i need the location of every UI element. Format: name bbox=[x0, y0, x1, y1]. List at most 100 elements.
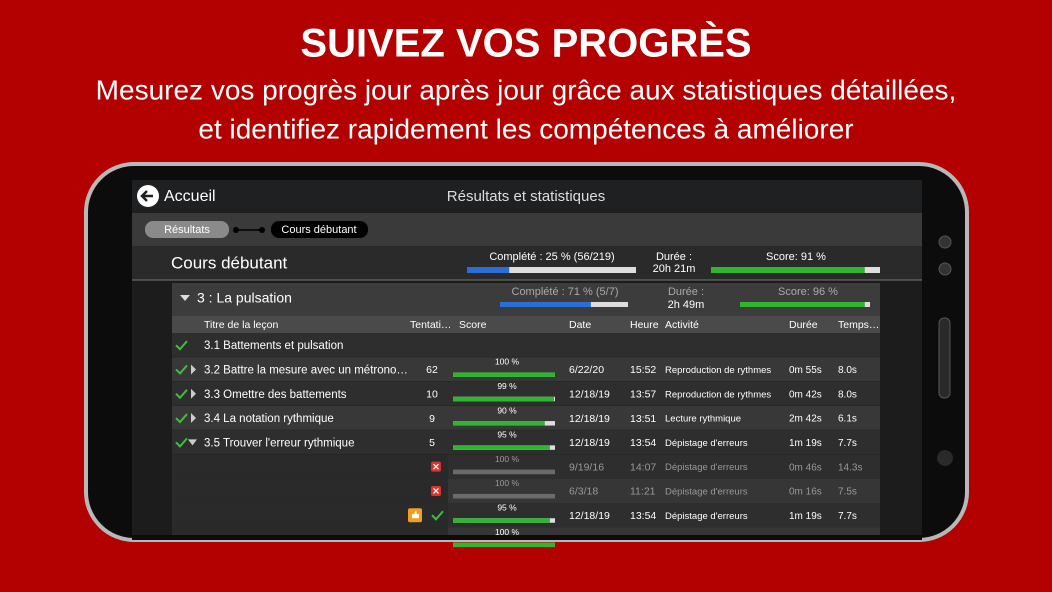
cell-attempts: 5 bbox=[429, 437, 435, 449]
home-button bbox=[937, 450, 953, 466]
lesson-title[interactable]: 3.4 La notation rythmique bbox=[204, 413, 334, 425]
cell-time: 13:51 bbox=[630, 413, 656, 425]
subtitle: et identifiez rapidement les compétences… bbox=[198, 113, 853, 144]
cell-date: 12/18/19 bbox=[569, 510, 610, 522]
cell-time: 11:21 bbox=[630, 486, 656, 498]
cell-avg-time: 7.5s bbox=[838, 487, 857, 498]
expand-icon[interactable] bbox=[180, 295, 190, 301]
progress-track bbox=[467, 267, 636, 273]
score-label: 95 % bbox=[497, 503, 517, 513]
cell-time: 13:57 bbox=[630, 389, 656, 401]
check-icon bbox=[175, 389, 188, 400]
expand-icon[interactable] bbox=[188, 439, 197, 446]
column-header[interactable]: Heure bbox=[630, 319, 659, 331]
lesson-row[interactable] bbox=[172, 381, 880, 406]
back-arrow bbox=[140, 190, 153, 202]
best-badge-icon bbox=[412, 510, 419, 519]
cell-attempts: 9 bbox=[429, 413, 435, 425]
cell-date: 6/3/18 bbox=[569, 486, 598, 498]
progress-fill bbox=[453, 493, 555, 499]
lesson-title[interactable]: 3.5 Trouver l'erreur rythmique bbox=[204, 437, 354, 449]
column-header[interactable]: Tentati… bbox=[410, 319, 451, 331]
lesson-row[interactable] bbox=[172, 357, 880, 382]
score-label: 100 % bbox=[495, 478, 520, 488]
fail-cross bbox=[433, 487, 439, 494]
lesson-title[interactable]: 3.1 Battements et pulsation bbox=[204, 340, 343, 352]
breadcrumb-item[interactable]: Cours débutant bbox=[281, 224, 356, 236]
expand-icon[interactable] bbox=[191, 388, 196, 399]
score-label: 100 % bbox=[495, 357, 520, 367]
score-label: 90 % bbox=[497, 405, 517, 415]
screen-title: Résultats et statistiques bbox=[447, 188, 605, 205]
cell-duration: 0m 55s bbox=[789, 365, 822, 376]
progress-fill bbox=[453, 469, 555, 475]
back-label[interactable]: Accueil bbox=[164, 188, 216, 205]
attempt-row-detail bbox=[448, 454, 880, 479]
cell-attempts: 62 bbox=[426, 364, 438, 376]
lesson-row[interactable] bbox=[172, 430, 880, 455]
check-icon bbox=[175, 437, 188, 448]
table-header bbox=[172, 316, 880, 333]
column-header[interactable]: Date bbox=[569, 319, 591, 331]
breadcrumb-dot bbox=[233, 227, 239, 233]
course-duration: 20h 21m bbox=[653, 263, 696, 275]
cell-time: 13:54 bbox=[630, 437, 656, 449]
section-duration-label: Durée : bbox=[668, 286, 704, 298]
column-header[interactable]: Titre de la leçon bbox=[204, 319, 278, 331]
attempt-row-detail bbox=[448, 503, 880, 528]
breadcrumb-pill[interactable] bbox=[271, 221, 368, 238]
progress-fill bbox=[453, 542, 555, 548]
progress-fill bbox=[740, 302, 865, 307]
lesson-title[interactable]: 3.2 Battre la mesure avec un métrono… bbox=[204, 364, 408, 376]
cell-duration: 0m 16s bbox=[789, 487, 822, 498]
breadcrumb-pill[interactable] bbox=[145, 221, 229, 238]
column-header[interactable]: Activité bbox=[665, 319, 699, 331]
lesson-row[interactable] bbox=[172, 405, 880, 431]
cell-time: 15:52 bbox=[630, 364, 656, 376]
breadcrumb-dot bbox=[259, 227, 265, 233]
progress-fill bbox=[500, 302, 591, 307]
score-label: 95 % bbox=[497, 430, 517, 440]
lesson-row[interactable] bbox=[172, 333, 880, 358]
column-header[interactable]: Score bbox=[459, 319, 487, 331]
section-score: Score: 96 % bbox=[778, 286, 838, 298]
check-icon bbox=[175, 413, 188, 424]
cell-attempts: 10 bbox=[426, 389, 438, 401]
section-name[interactable]: 3 : La pulsation bbox=[197, 290, 292, 306]
section-completed: Complété : 71 % (5/7) bbox=[512, 286, 619, 298]
cell-date: 12/18/19 bbox=[569, 437, 610, 449]
score-label: 100 % bbox=[495, 454, 520, 464]
section-duration: 2h 49m bbox=[668, 299, 705, 311]
check-icon bbox=[175, 340, 188, 351]
column-header[interactable]: Durée bbox=[789, 319, 818, 331]
course-score: Score: 91 % bbox=[766, 251, 826, 263]
course-completed: Complété : 25 % (56/219) bbox=[489, 251, 614, 263]
cell-time: 14:07 bbox=[630, 461, 656, 473]
expand-icon[interactable] bbox=[191, 364, 196, 375]
section-header[interactable] bbox=[172, 283, 880, 316]
cell-activity: Reproduction de rythmes bbox=[665, 389, 771, 400]
column-header[interactable]: Temps… bbox=[838, 319, 879, 331]
check-icon bbox=[431, 510, 444, 521]
cell-date: 6/22/20 bbox=[569, 364, 604, 376]
cell-activity: Reproduction de rythmes bbox=[665, 365, 771, 376]
attempt-row-detail bbox=[448, 478, 880, 504]
lesson-title[interactable]: 3.3 Omettre des battements bbox=[204, 389, 347, 401]
progress-fill bbox=[453, 372, 555, 377]
course-header bbox=[132, 246, 922, 280]
score-label: 99 % bbox=[497, 381, 517, 391]
cell-duration: 0m 46s bbox=[789, 462, 822, 473]
top-bar bbox=[132, 180, 922, 213]
cell-avg-time: 6.1s bbox=[838, 414, 857, 425]
headline: SUIVEZ VOS PROGRÈS bbox=[300, 21, 751, 66]
side-button bbox=[938, 317, 951, 399]
course-name: Cours débutant bbox=[171, 253, 288, 272]
progress-fill bbox=[467, 267, 510, 273]
back-button[interactable]: Accueil bbox=[137, 185, 216, 207]
cell-avg-time: 7.7s bbox=[838, 438, 857, 449]
cell-time: 13:54 bbox=[630, 510, 656, 522]
breadcrumb-item[interactable]: Résultats bbox=[164, 224, 210, 236]
expand-icon[interactable] bbox=[191, 413, 196, 424]
cell-duration: 1m 19s bbox=[789, 438, 822, 449]
